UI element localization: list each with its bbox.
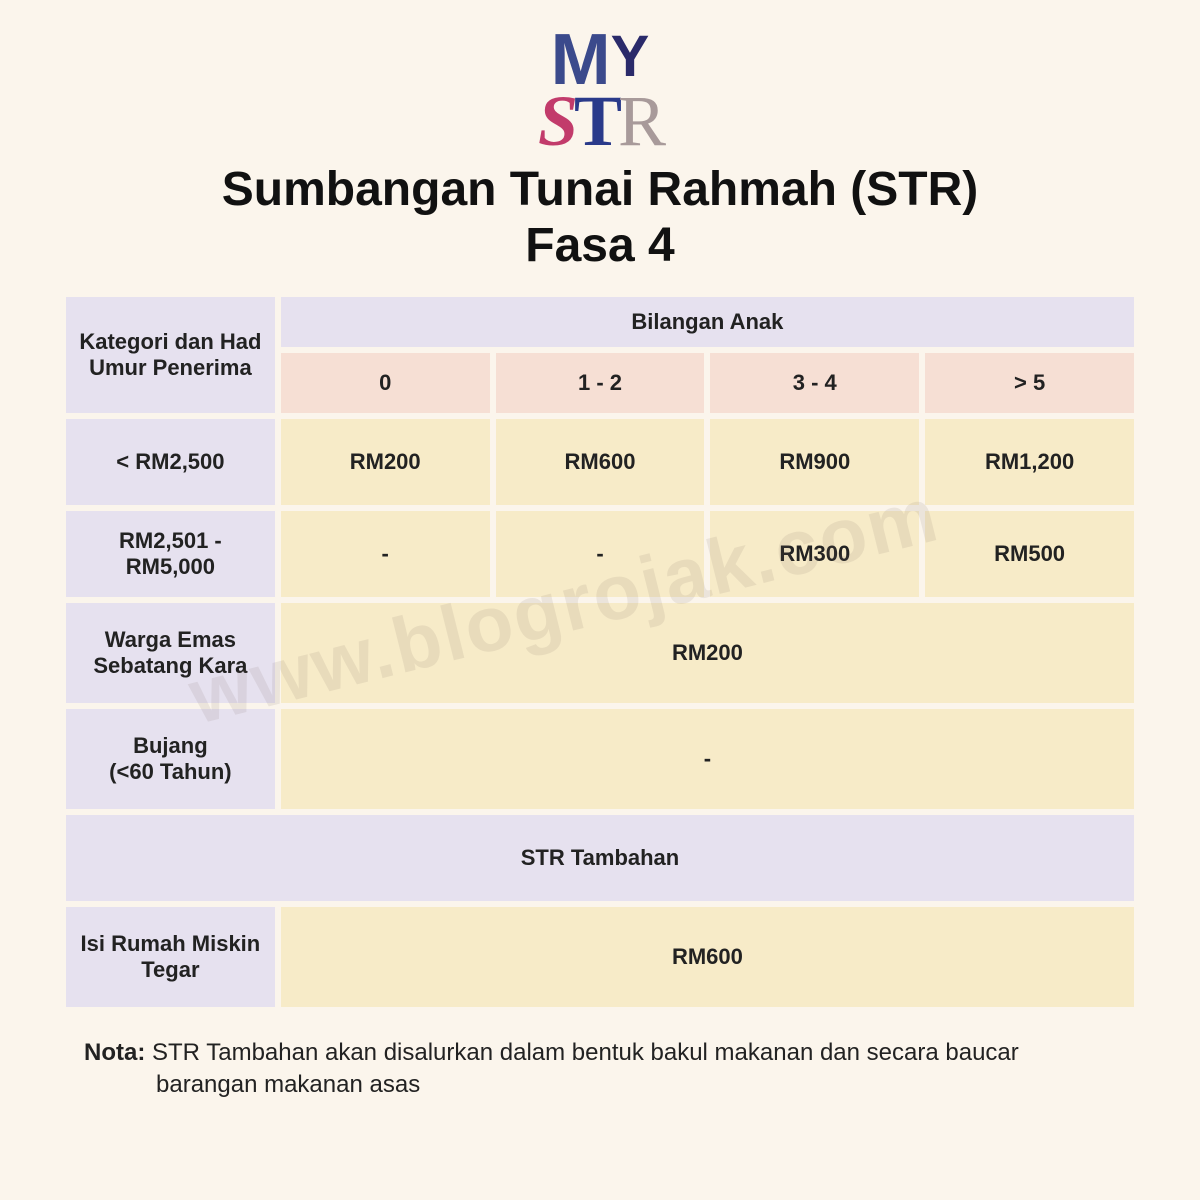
note-line-2: barangan makanan asas	[84, 1069, 1140, 1101]
cell: RM300	[710, 511, 919, 597]
cell: RM900	[710, 419, 919, 505]
title-line-2: Fasa 4	[525, 219, 674, 272]
header-children: Bilangan Anak	[281, 297, 1134, 347]
logo-letter-y: Y	[611, 24, 650, 89]
col-header-0: 0	[281, 353, 490, 413]
cell: RM1,200	[925, 419, 1134, 505]
mystr-logo: MY STR	[60, 30, 1140, 152]
str-table: Kategori dan Had Umur Penerima Bilangan …	[60, 291, 1140, 1013]
merged-cell: RM200	[281, 603, 1134, 703]
row-label: Isi Rumah Miskin Tegar	[66, 907, 275, 1007]
logo-letter-t: T	[574, 81, 618, 161]
row-label: RM2,501 - RM5,000	[66, 511, 275, 597]
note-line-1: STR Tambahan akan disalurkan dalam bentu…	[152, 1039, 1019, 1066]
row-label: Warga Emas Sebatang Kara	[66, 603, 275, 703]
cell: -	[281, 511, 490, 597]
section-header-row: STR Tambahan	[66, 815, 1134, 901]
merged-cell: -	[281, 709, 1134, 809]
table-row: Isi Rumah Miskin Tegar RM600	[66, 907, 1134, 1007]
col-header-2: 3 - 4	[710, 353, 919, 413]
title-line-1: Sumbangan Tunai Rahmah (STR)	[222, 163, 978, 216]
page-title: Sumbangan Tunai Rahmah (STR) Fasa 4	[60, 162, 1140, 272]
table-row: Bujang (<60 Tahun) -	[66, 709, 1134, 809]
note-prefix: Nota:	[84, 1039, 145, 1066]
section-title: STR Tambahan	[66, 815, 1134, 901]
header-category: Kategori dan Had Umur Penerima	[66, 297, 275, 413]
table-row: < RM2,500 RM200 RM600 RM900 RM1,200	[66, 419, 1134, 505]
col-header-3: > 5	[925, 353, 1134, 413]
cell: -	[496, 511, 705, 597]
logo-letter-s: S	[538, 81, 574, 161]
row-label: < RM2,500	[66, 419, 275, 505]
col-header-1: 1 - 2	[496, 353, 705, 413]
cell: RM500	[925, 511, 1134, 597]
merged-cell: RM600	[281, 907, 1134, 1007]
cell: RM600	[496, 419, 705, 505]
footnote: Nota: STR Tambahan akan disalurkan dalam…	[60, 1037, 1140, 1102]
cell: RM200	[281, 419, 490, 505]
logo-letter-r: R	[618, 81, 662, 161]
row-label: Bujang (<60 Tahun)	[66, 709, 275, 809]
table-row: Warga Emas Sebatang Kara RM200	[66, 603, 1134, 703]
table-row: RM2,501 - RM5,000 - - RM300 RM500	[66, 511, 1134, 597]
